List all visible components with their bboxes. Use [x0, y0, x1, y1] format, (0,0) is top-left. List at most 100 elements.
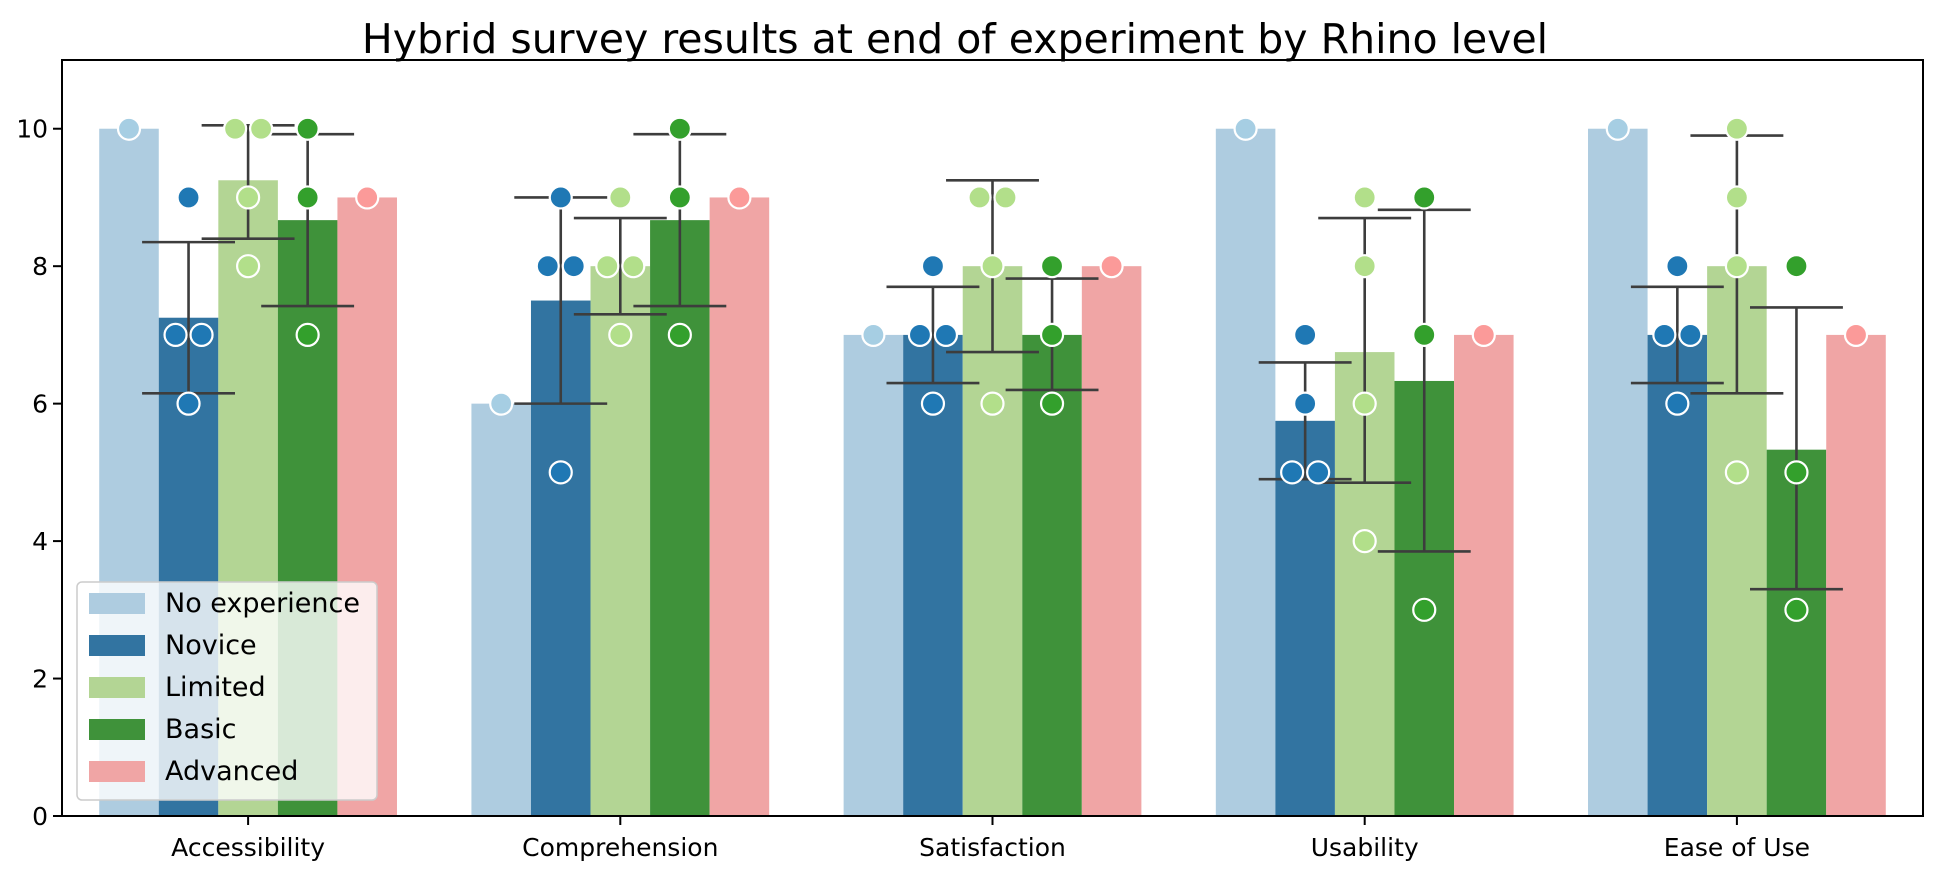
data-point: [1784, 460, 1809, 485]
data-point: [1039, 391, 1065, 416]
data-point: [1412, 597, 1437, 622]
data-point: [1724, 254, 1750, 279]
legend-label: Advanced: [165, 756, 298, 787]
legend-swatch: [89, 677, 145, 698]
data-point: [1678, 322, 1703, 348]
bar: [1826, 334, 1886, 816]
data-point: [189, 322, 214, 348]
data-point: [993, 185, 1018, 210]
data-point: [355, 185, 380, 210]
data-point: [1471, 322, 1496, 348]
data-point: [933, 322, 959, 348]
data-point: [1652, 322, 1677, 348]
legend-swatch: [89, 593, 145, 614]
data-point: [489, 391, 514, 416]
bar: [1275, 420, 1335, 816]
data-point: [621, 254, 646, 279]
data-point: [920, 391, 946, 416]
data-point: [1724, 185, 1750, 210]
bar: [962, 266, 1023, 816]
y-tick-label: 0: [32, 802, 48, 831]
data-point: [1293, 391, 1318, 416]
data-point: [1412, 185, 1437, 210]
data-point: [967, 185, 992, 210]
x-tick-label: Ease of Use: [1664, 833, 1810, 862]
data-point: [548, 185, 573, 210]
data-point: [1724, 460, 1750, 485]
data-point: [980, 391, 1005, 416]
data-point: [980, 254, 1005, 279]
data-point: [1352, 254, 1377, 279]
data-point: [920, 254, 946, 279]
legend: No experience Novice Limited Basic Advanced: [76, 581, 378, 801]
data-point: [1665, 254, 1690, 279]
points-layer: [116, 116, 1869, 622]
bar: [650, 220, 710, 817]
data-point: [561, 254, 586, 279]
bar: [1454, 334, 1514, 816]
data-point: [727, 185, 752, 210]
data-point: [176, 185, 201, 210]
data-point: [1293, 322, 1318, 348]
data-point: [223, 116, 248, 141]
data-point: [1039, 322, 1065, 348]
data-point: [608, 322, 633, 348]
y-tick-label: 6: [32, 390, 48, 419]
y-tick-label: 8: [32, 252, 48, 281]
legend-label: Limited: [165, 672, 266, 703]
bar: [471, 403, 531, 816]
legend-label: No experience: [165, 588, 360, 619]
data-point: [1412, 322, 1437, 348]
bar: [709, 197, 770, 817]
data-point: [295, 116, 320, 141]
data-point: [176, 391, 201, 416]
data-point: [1784, 254, 1809, 279]
data-point: [1306, 460, 1331, 485]
x-tick-label: Accessibility: [171, 833, 325, 862]
data-point: [1039, 254, 1065, 279]
bar: [843, 334, 904, 816]
data-point: [667, 116, 692, 141]
bar: [590, 266, 651, 816]
y-tick-label: 2: [32, 665, 48, 694]
data-point: [295, 185, 320, 210]
data-point: [1843, 322, 1869, 348]
data-point: [1352, 185, 1377, 210]
errorbars-layer: [142, 123, 1843, 591]
y-tick-label: 10: [16, 115, 48, 144]
bar: [1588, 128, 1648, 816]
x-tick-label: Comprehension: [522, 833, 718, 862]
legend-box: [76, 581, 378, 801]
bar: [1215, 128, 1276, 816]
data-point: [667, 322, 692, 348]
data-point: [608, 185, 633, 210]
y-tick-label: 4: [32, 527, 48, 556]
legend-label: Novice: [165, 630, 257, 661]
x-tick-label: Usability: [1311, 833, 1419, 862]
chart-title: Hybrid survey results at end of experime…: [362, 15, 1548, 63]
data-point: [116, 116, 142, 141]
data-point: [548, 460, 573, 485]
data-point: [667, 185, 692, 210]
data-point: [1099, 254, 1124, 279]
x-tick-label: Satisfaction: [919, 833, 1066, 862]
data-point: [1784, 597, 1809, 622]
data-point: [236, 254, 261, 279]
axes-layer: 0 2 4 6 8 10 Accessibility Comprehension Satisfa…: [16, 59, 1924, 862]
data-point: [249, 116, 274, 141]
data-point: [1665, 391, 1690, 416]
legend-swatch: [89, 635, 145, 656]
data-point: [595, 254, 620, 279]
bars-layer: [99, 128, 1886, 817]
data-point: [295, 322, 320, 348]
legend-swatch: [89, 719, 145, 740]
bar: [1081, 266, 1142, 816]
data-point: [535, 254, 560, 279]
legend-swatch: [89, 761, 145, 782]
data-point: [236, 185, 261, 210]
legend-label: Basic: [165, 714, 236, 745]
data-point: [1605, 116, 1630, 141]
data-point: [1352, 391, 1377, 416]
data-point: [1724, 116, 1750, 141]
